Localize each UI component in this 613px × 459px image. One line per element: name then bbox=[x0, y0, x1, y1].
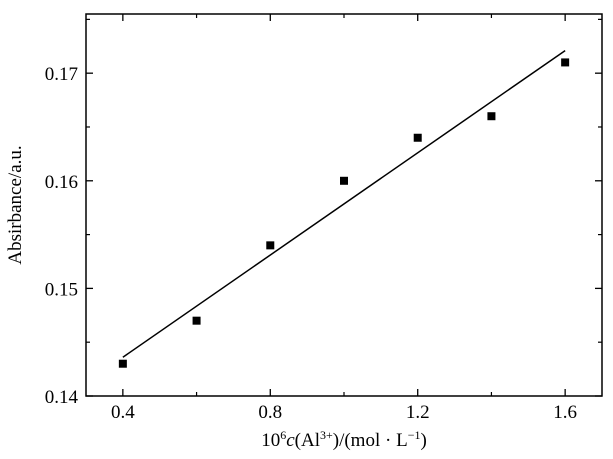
y-tick-label: 0.15 bbox=[45, 279, 78, 300]
y-axis-label: Absirbance/a.u. bbox=[5, 145, 26, 264]
y-tick-label: 0.14 bbox=[45, 387, 79, 408]
axis-ticks bbox=[86, 14, 602, 397]
data-point bbox=[413, 133, 422, 142]
y-tick-label: 0.17 bbox=[45, 64, 78, 85]
data-point bbox=[118, 359, 127, 368]
x-label-end: ) bbox=[420, 430, 426, 451]
plot-frame bbox=[85, 13, 603, 397]
fit-line-group bbox=[122, 49, 566, 358]
x-tick-label: 1.6 bbox=[553, 402, 577, 423]
x-label-suffix-sup: −1 bbox=[408, 428, 421, 442]
x-label-suffix: )/(mol · L bbox=[333, 430, 408, 451]
data-point bbox=[340, 176, 348, 185]
data-point bbox=[266, 241, 275, 250]
x-label-italic: c bbox=[286, 430, 295, 451]
x-tick-label: 0.8 bbox=[258, 402, 282, 423]
fit-line bbox=[122, 49, 566, 358]
x-tick-label: 1.2 bbox=[406, 402, 430, 423]
tick-labels: 0.4 0.8 1.2 1.6 0.14 0.15 0.16 0.17 bbox=[45, 64, 577, 423]
x-label-prefix-sup: 6 bbox=[280, 428, 286, 442]
x-label-mid: (Al bbox=[295, 430, 320, 451]
data-point bbox=[192, 316, 201, 325]
data-points bbox=[118, 58, 570, 368]
data-point bbox=[487, 112, 496, 121]
x-tick-label: 0.4 bbox=[111, 402, 135, 423]
y-tick-label: 0.16 bbox=[45, 172, 78, 193]
x-label-mid-sup: 3+ bbox=[320, 428, 333, 442]
x-axis-label: 106c(Al3+)/(mol · L−1) bbox=[261, 428, 427, 451]
x-label-prefix: 10 bbox=[261, 430, 280, 451]
data-point bbox=[561, 58, 570, 67]
